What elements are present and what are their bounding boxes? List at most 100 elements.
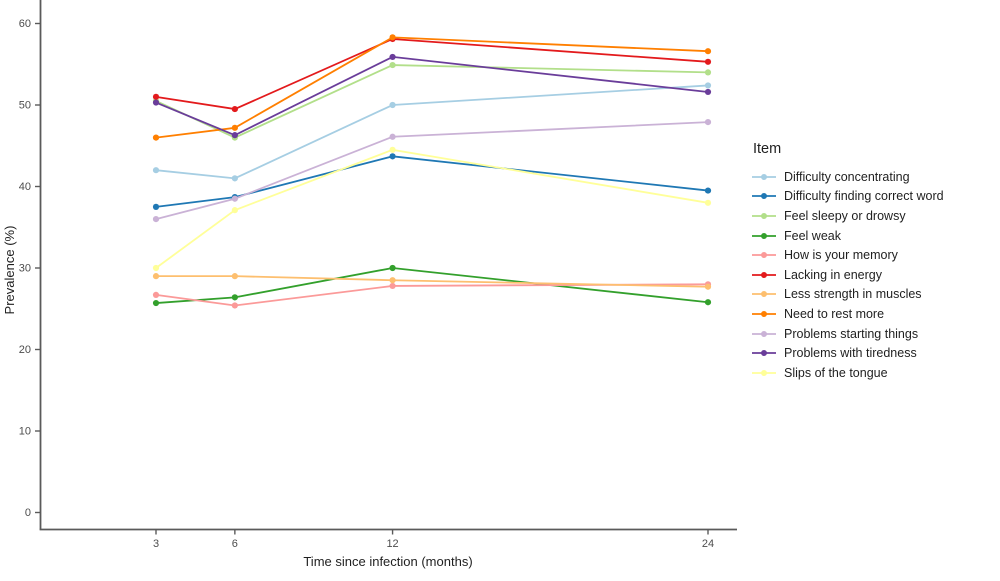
y-tick-label: 20 xyxy=(19,344,31,356)
data-point xyxy=(389,53,396,61)
legend-key-dot xyxy=(761,369,767,376)
legend-key-icon xyxy=(752,173,776,180)
data-point xyxy=(389,153,396,160)
y-tick-label: 0 xyxy=(25,507,31,519)
y-tick-label: 50 xyxy=(19,100,31,112)
legend-key-icon xyxy=(752,369,776,376)
legend-items: Difficulty concentrating Difficulty findi… xyxy=(751,167,944,383)
y-ticks: 0 10 20 30 40 50 60 xyxy=(19,18,41,519)
plot-area xyxy=(152,34,712,309)
legend-key-icon xyxy=(752,193,776,200)
legend: Item Difficulty concentrating Difficulty … xyxy=(751,141,944,383)
legend-label: Feel sleepy or drowsy xyxy=(784,208,906,223)
legend-item: How is your memory xyxy=(751,245,944,265)
x-tick-label: 3 xyxy=(153,538,159,550)
series-line xyxy=(155,121,709,221)
legend-item: Slips of the tongue xyxy=(751,363,944,383)
legend-item: Less strength in muscles xyxy=(751,285,944,305)
legend-label: Problems starting things xyxy=(784,326,919,341)
legend-key-dot xyxy=(761,212,767,219)
data-point xyxy=(231,132,238,139)
data-point xyxy=(389,101,396,109)
y-tick-label: 30 xyxy=(19,263,31,275)
legend-key-dot xyxy=(761,193,767,200)
data-point xyxy=(231,294,238,301)
legend-label: Need to rest more xyxy=(784,306,885,321)
x-tick-label: 24 xyxy=(702,538,714,550)
data-point xyxy=(152,203,160,210)
data-point xyxy=(231,195,238,202)
legend-title: Item xyxy=(753,141,782,157)
legend-key-dot xyxy=(761,252,767,259)
legend-key-dot xyxy=(761,232,767,239)
data-point xyxy=(389,61,396,69)
data-point xyxy=(389,146,396,153)
y-axis-title: Prevalence (%) xyxy=(2,226,17,315)
x-axis-title: Time since infection (months) xyxy=(303,554,472,569)
legend-label: Feel weak xyxy=(784,228,841,243)
legend-item: Need to rest more xyxy=(751,304,944,324)
data-point xyxy=(389,133,396,140)
data-point xyxy=(152,216,160,223)
data-point xyxy=(704,119,712,126)
y-tick-label: 10 xyxy=(19,426,31,438)
data-point xyxy=(152,134,160,141)
y-tick-label: 40 xyxy=(19,181,31,193)
data-point xyxy=(152,264,160,272)
legend-item: Lacking in energy xyxy=(751,265,944,285)
series-line xyxy=(155,283,709,307)
series-line xyxy=(155,155,709,208)
legend-label: Problems with tiredness xyxy=(784,346,917,361)
data-point xyxy=(389,264,396,272)
legend-key-icon xyxy=(752,330,776,337)
legend-key-icon xyxy=(752,271,776,278)
data-point xyxy=(704,187,712,194)
legend-key-icon xyxy=(752,212,776,219)
data-point xyxy=(389,282,396,290)
data-point xyxy=(389,277,396,284)
data-point xyxy=(152,299,160,307)
legend-key-dot xyxy=(761,330,767,337)
data-point xyxy=(152,93,160,100)
data-point xyxy=(231,105,238,113)
data-point xyxy=(704,82,712,89)
x-tick-label: 6 xyxy=(232,538,238,550)
legend-item: Difficulty concentrating xyxy=(751,167,944,187)
data-point xyxy=(704,58,712,65)
x-ticks: 3 6 12 24 xyxy=(153,529,714,550)
legend-key-icon xyxy=(752,232,776,239)
legend-item: Feel weak xyxy=(751,226,944,246)
legend-item: Problems with tiredness xyxy=(751,343,944,363)
legend-item: Difficulty finding correct word xyxy=(751,187,944,207)
data-point xyxy=(231,207,238,214)
data-point xyxy=(704,69,712,76)
y-tick-label: 60 xyxy=(19,18,31,30)
legend-label: How is your memory xyxy=(784,248,898,263)
data-point xyxy=(704,48,712,55)
legend-key-dot xyxy=(761,291,767,298)
series-line xyxy=(155,275,709,288)
legend-item: Feel sleepy or drowsy xyxy=(751,206,944,226)
legend-key-icon xyxy=(752,291,776,298)
legend-label: Less strength in muscles xyxy=(784,287,922,302)
series-line xyxy=(155,148,709,269)
series-line xyxy=(155,38,709,111)
legend-item: Problems starting things xyxy=(751,324,944,344)
data-point xyxy=(704,283,712,290)
data-point xyxy=(231,302,238,309)
data-point xyxy=(152,167,160,174)
data-point xyxy=(231,124,238,131)
data-point xyxy=(704,88,712,96)
data-point xyxy=(704,299,712,306)
data-point xyxy=(152,99,160,106)
data-point xyxy=(152,273,160,280)
legend-label: Difficulty concentrating xyxy=(784,169,910,184)
legend-key-dot xyxy=(761,350,767,357)
data-point xyxy=(152,291,160,298)
series-line xyxy=(155,36,709,139)
legend-key-icon xyxy=(752,310,776,317)
data-point xyxy=(231,175,238,182)
legend-key-icon xyxy=(752,350,776,357)
